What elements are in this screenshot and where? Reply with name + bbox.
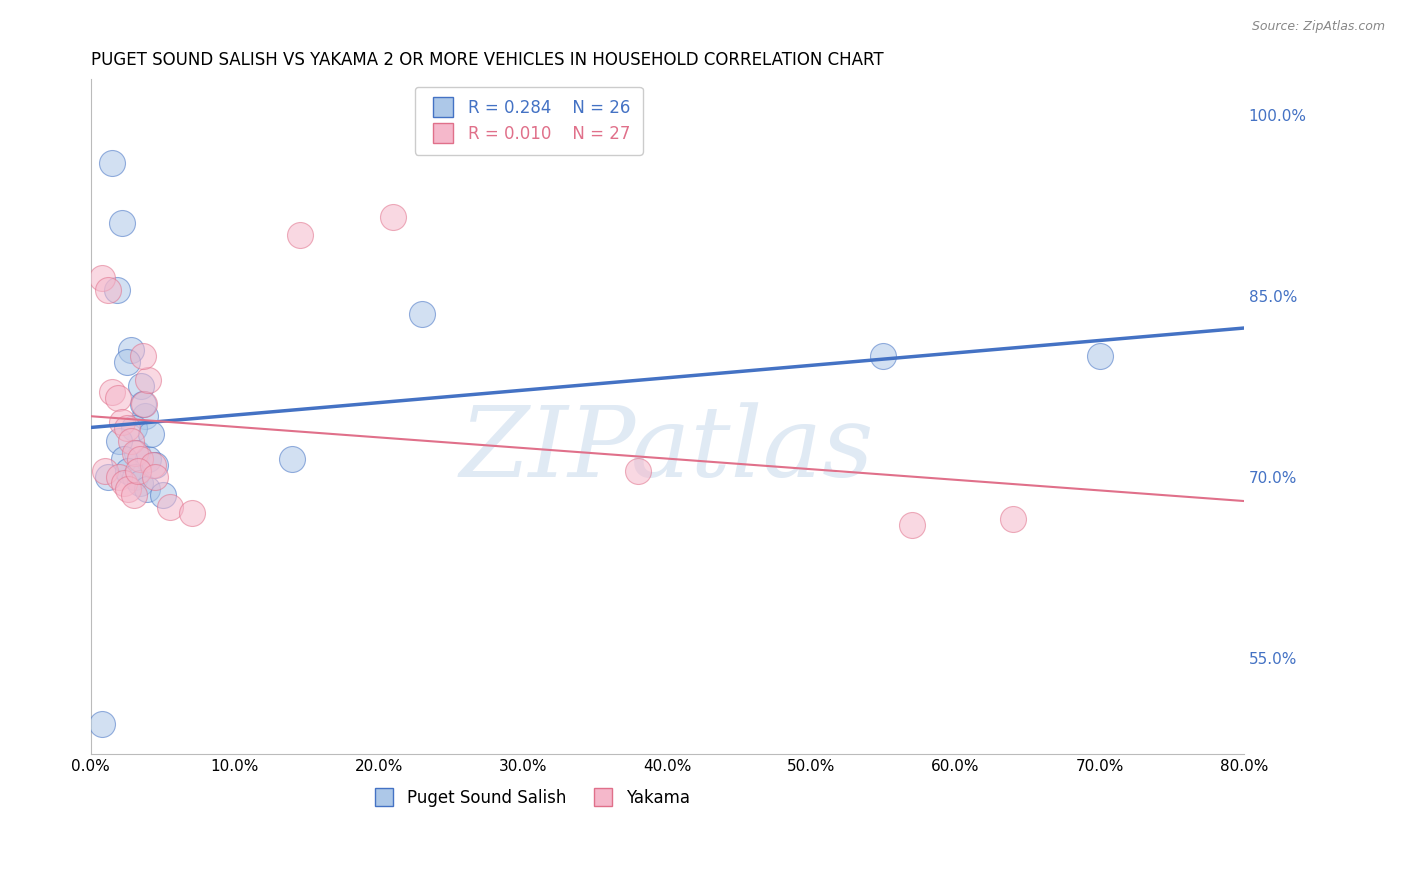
Point <box>135 482 157 496</box>
Point <box>108 469 131 483</box>
Point <box>131 349 153 363</box>
Point <box>128 475 150 490</box>
Point <box>901 518 924 533</box>
Point <box>411 307 433 321</box>
Point <box>159 500 181 514</box>
Point <box>112 451 135 466</box>
Point <box>91 717 114 731</box>
Point <box>105 283 128 297</box>
Point <box>129 379 152 393</box>
Point <box>127 464 149 478</box>
Point <box>115 355 138 369</box>
Point <box>112 475 135 490</box>
Point <box>125 445 148 459</box>
Point <box>101 385 124 400</box>
Point <box>141 427 163 442</box>
Point <box>122 421 145 435</box>
Point <box>132 397 155 411</box>
Point <box>122 488 145 502</box>
Point <box>124 445 146 459</box>
Text: ZIPatlas: ZIPatlas <box>460 402 875 498</box>
Point <box>872 349 894 363</box>
Point <box>627 464 650 478</box>
Point <box>111 416 134 430</box>
Point <box>120 434 142 448</box>
Point <box>115 421 138 435</box>
Point <box>111 216 134 230</box>
Point <box>128 451 150 466</box>
Point <box>101 156 124 170</box>
Point <box>152 488 174 502</box>
Point <box>145 458 167 472</box>
Point <box>107 392 129 406</box>
Point <box>288 228 311 243</box>
Legend: Puget Sound Salish, Yakama: Puget Sound Salish, Yakama <box>360 782 697 814</box>
Point <box>136 451 159 466</box>
Point <box>142 458 165 472</box>
Text: PUGET SOUND SALISH VS YAKAMA 2 OR MORE VEHICLES IN HOUSEHOLD CORRELATION CHART: PUGET SOUND SALISH VS YAKAMA 2 OR MORE V… <box>90 51 883 69</box>
Point <box>94 464 117 478</box>
Point <box>180 506 202 520</box>
Point <box>1088 349 1111 363</box>
Point <box>1002 512 1025 526</box>
Point <box>117 464 139 478</box>
Point <box>136 373 159 387</box>
Point <box>97 283 120 297</box>
Point <box>108 434 131 448</box>
Point <box>134 409 156 424</box>
Point <box>131 397 153 411</box>
Point <box>97 469 120 483</box>
Point <box>91 270 114 285</box>
Point <box>117 482 139 496</box>
Point <box>145 469 167 483</box>
Text: Source: ZipAtlas.com: Source: ZipAtlas.com <box>1251 20 1385 33</box>
Point <box>382 211 405 225</box>
Point <box>120 343 142 357</box>
Point <box>124 469 146 483</box>
Point <box>281 451 304 466</box>
